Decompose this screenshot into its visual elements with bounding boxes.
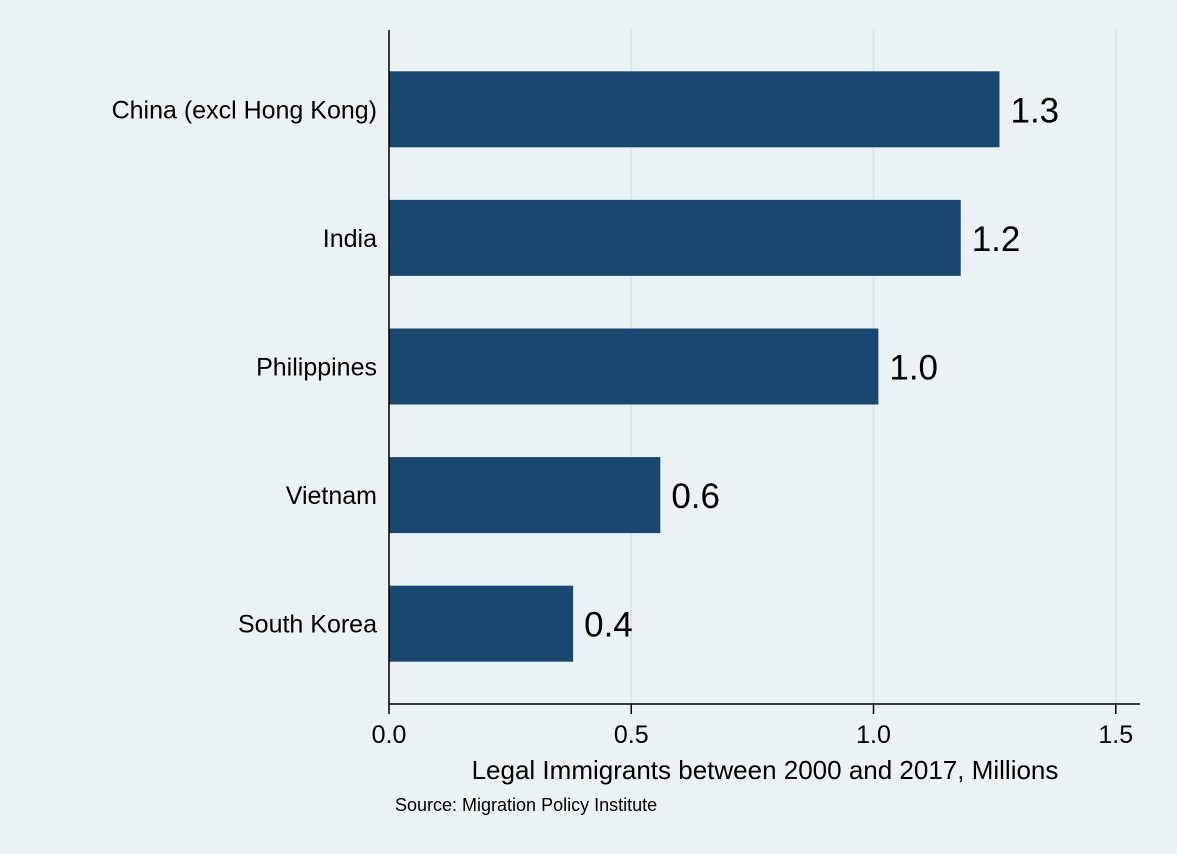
axes xyxy=(388,30,1140,705)
x-tick-label-0: 0.0 xyxy=(372,721,407,749)
bar-4 xyxy=(389,585,574,662)
value-label-2: 1.0 xyxy=(889,349,938,388)
value-labels: 1.3 1.2 1.0 0.6 0.4 xyxy=(584,91,1059,644)
bar-1 xyxy=(389,199,961,276)
x-tick-label-2: 1.0 xyxy=(856,721,891,749)
bars xyxy=(389,71,1000,662)
category-labels: China (excl Hong Kong) India Philippines Vi… xyxy=(112,96,378,638)
source-note: Source: Migration Policy Institute xyxy=(395,795,657,815)
category-label-0: China (excl Hong Kong) xyxy=(112,96,377,124)
category-label-1: India xyxy=(323,225,377,253)
bar-3 xyxy=(389,457,661,534)
x-tick-label-3: 1.5 xyxy=(1098,721,1133,749)
bar-2 xyxy=(389,328,879,405)
value-label-4: 0.4 xyxy=(584,606,633,645)
category-label-3: Vietnam xyxy=(286,482,377,510)
category-label-4: South Korea xyxy=(238,611,377,639)
x-axis-title: Legal Immigrants between 2000 and 2017, … xyxy=(472,755,1059,785)
value-label-1: 1.2 xyxy=(972,220,1021,259)
value-label-0: 1.3 xyxy=(1010,91,1059,130)
category-label-2: Philippines xyxy=(256,354,377,382)
bar-0 xyxy=(389,71,1000,148)
value-label-3: 0.6 xyxy=(671,477,720,516)
x-tick-label-1: 0.5 xyxy=(614,721,649,749)
x-ticks: 0.0 0.5 1.0 1.5 xyxy=(372,704,1133,749)
